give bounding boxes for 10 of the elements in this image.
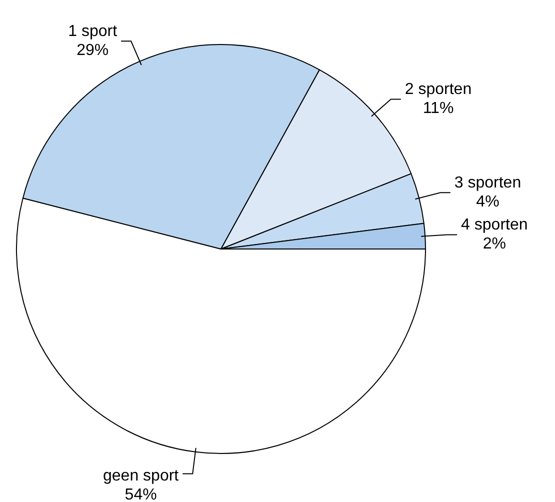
data-label: 2% xyxy=(482,236,506,253)
data-label: 29% xyxy=(76,42,109,60)
slice-label: 4 sporten xyxy=(461,216,528,234)
data-label: 54% xyxy=(124,486,157,502)
slice-label: geen sport xyxy=(103,468,180,485)
data-label: 4% xyxy=(476,194,500,211)
slice-label: 2 sporten xyxy=(404,81,472,98)
data-label: 11% xyxy=(422,100,454,118)
slice-label: 3 sporten xyxy=(454,174,522,192)
slice-label: 1 sport xyxy=(68,23,118,40)
